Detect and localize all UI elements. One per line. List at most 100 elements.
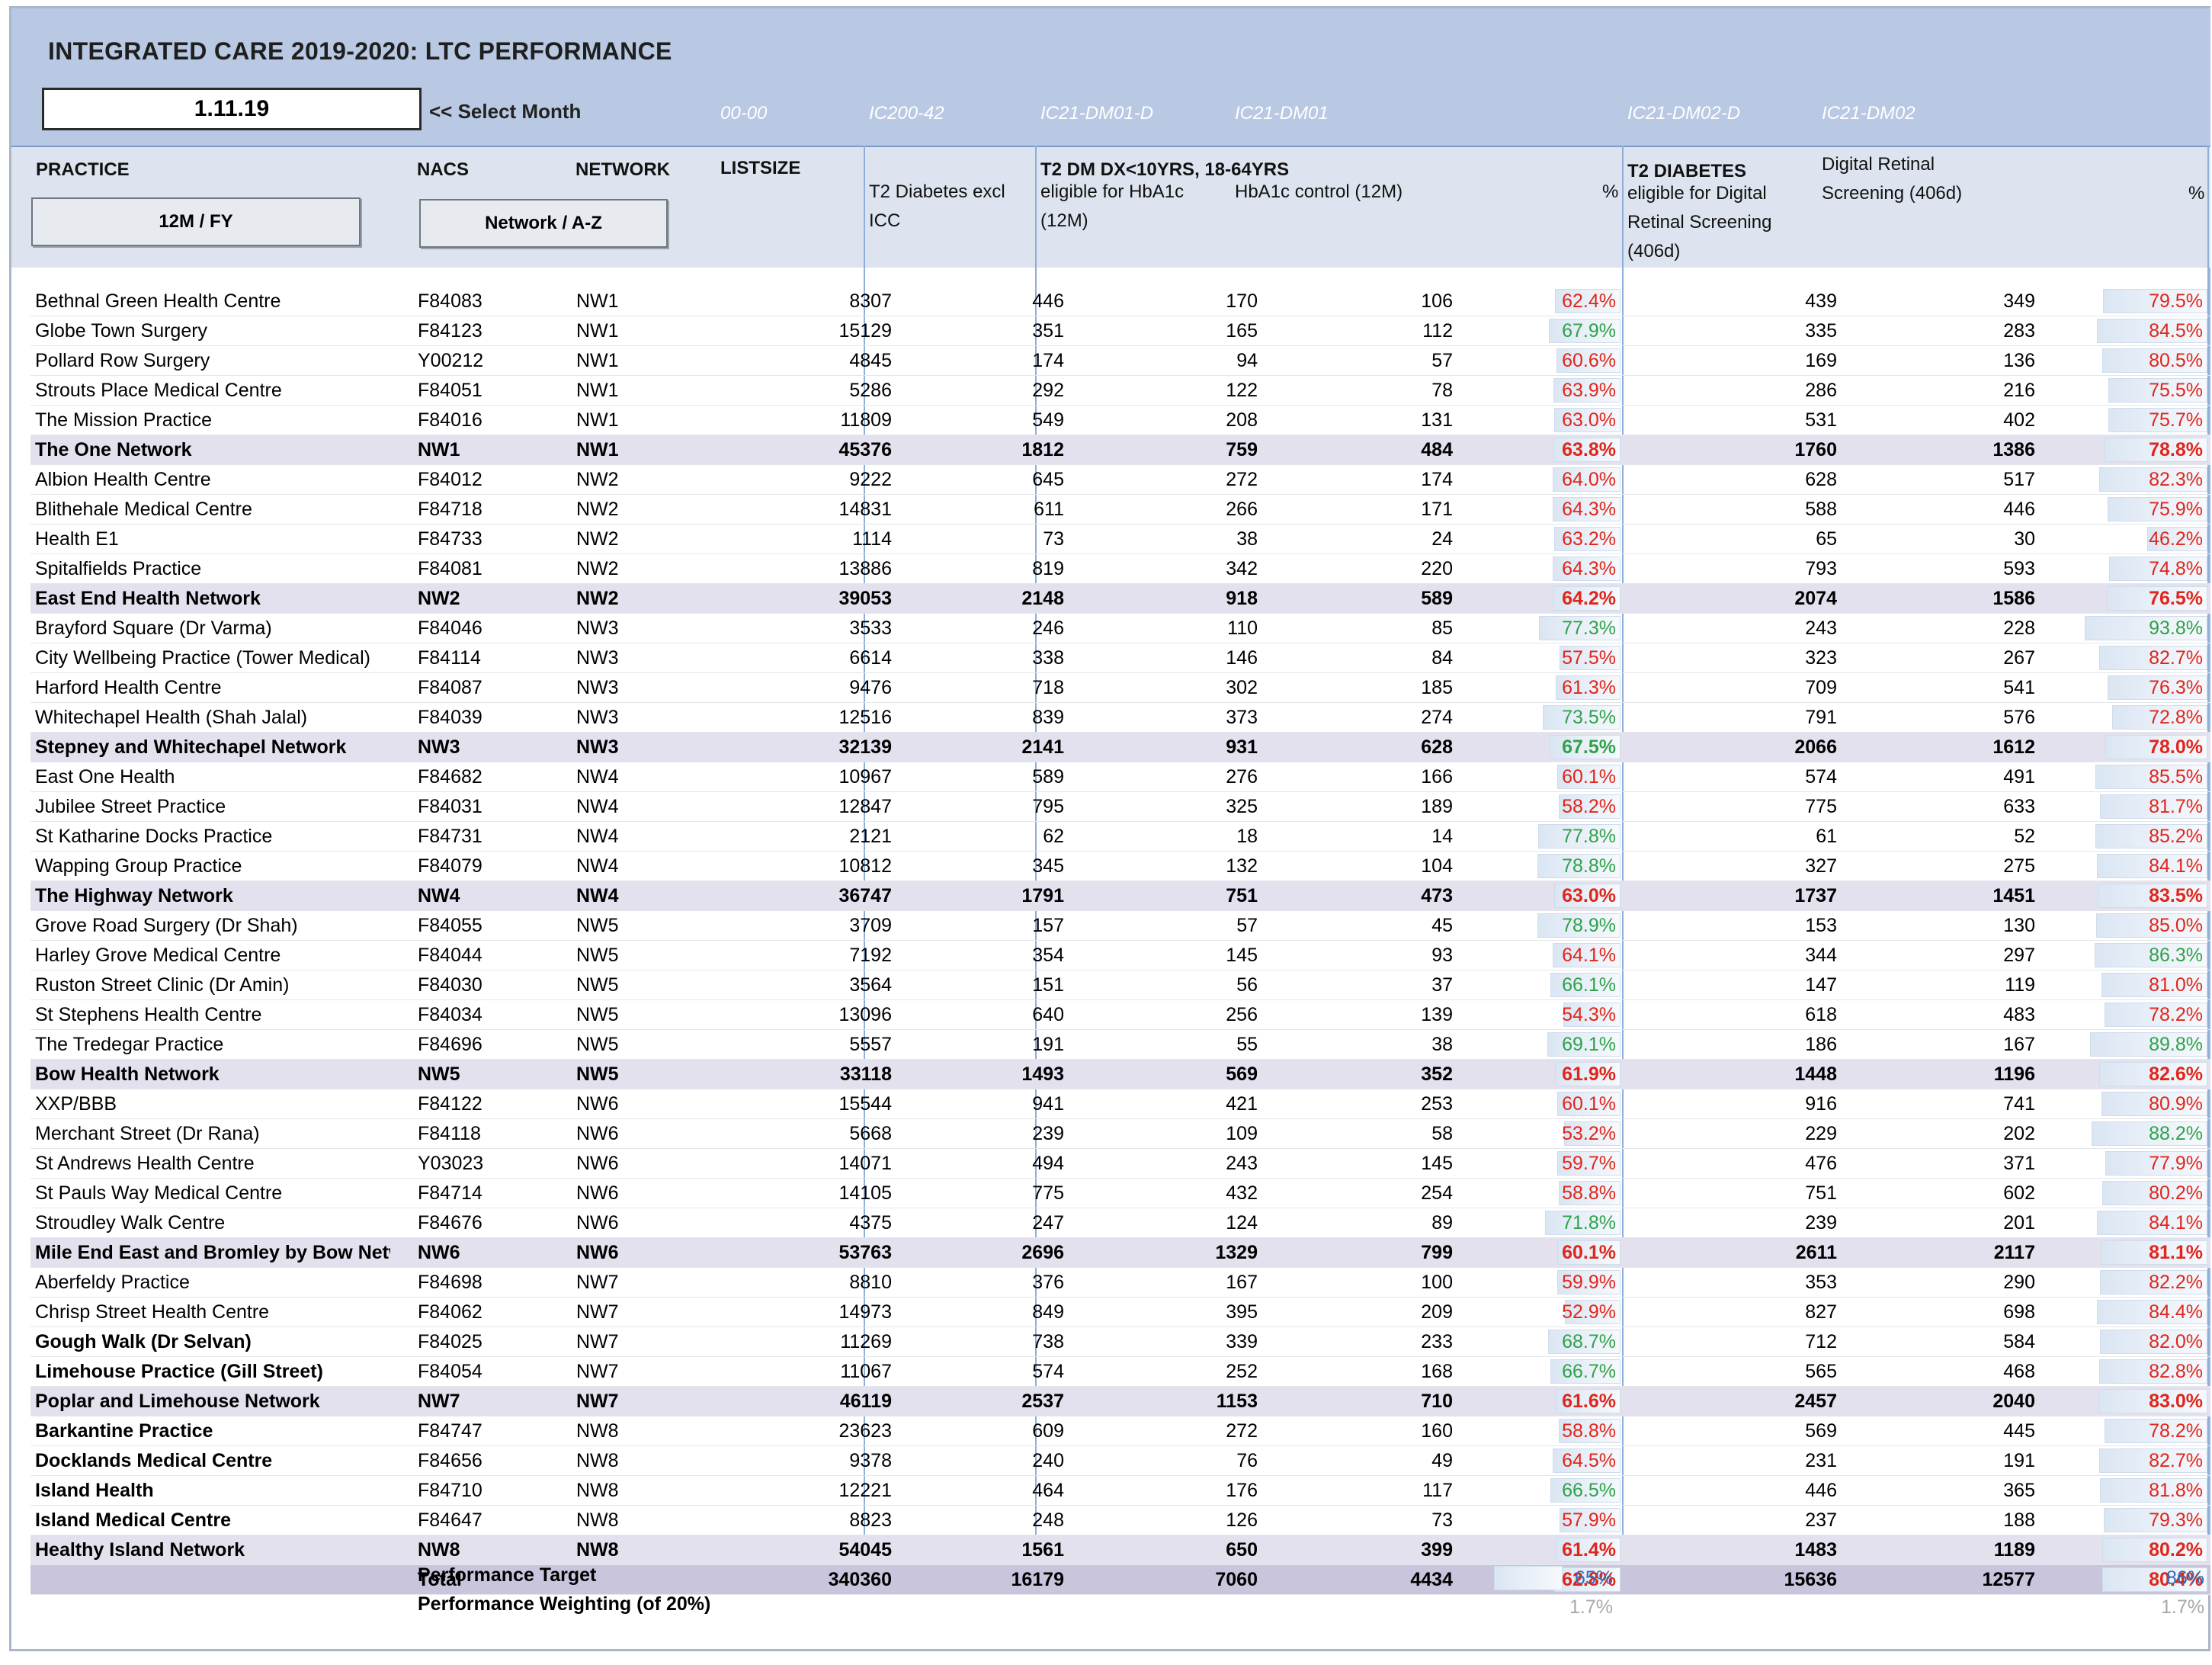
- practice-name: St Stephens Health Centre: [35, 1004, 262, 1025]
- table-row[interactable]: Strouts Place Medical Centre F84051 NW1 528…: [30, 376, 2210, 406]
- table-row[interactable]: Whitechapel Health (Shah Jalal) F84039 NW3…: [30, 703, 2210, 733]
- network-subtotal-row[interactable]: The Highway Network NW4 NW4 36747 1791 751 473…: [30, 881, 2210, 911]
- table-row[interactable]: St Pauls Way Medical Centre F84714 NW6 1410…: [30, 1179, 2210, 1208]
- drs-value: 2040: [1992, 1391, 2035, 1412]
- percent-cell: 80.9%: [2012, 1092, 2207, 1116]
- table-row[interactable]: East One Health F84682 NW4 10967 589 276 166 57…: [30, 762, 2210, 792]
- table-row[interactable]: Aberfeldy Practice F84698 NW7 8810 376 167 100…: [30, 1268, 2210, 1298]
- nacs-code: NW1: [418, 439, 460, 460]
- table-row[interactable]: Albion Health Centre F84012 NW2 9222 645 272 1…: [30, 465, 2210, 495]
- fy-toggle-button[interactable]: 12M / FY: [31, 197, 361, 246]
- data-bar: [2092, 1121, 2207, 1146]
- data-bar: [1553, 378, 1621, 403]
- network-subtotal-row[interactable]: Poplar and Limehouse Network NW7 NW7 46119 2…: [30, 1387, 2210, 1416]
- percent-cell: 61.6%: [1463, 1389, 1621, 1413]
- network-subtotal-row[interactable]: Healthy Island Network NW8 NW8 54045 1561 650…: [30, 1535, 2210, 1565]
- network-subtotal-row[interactable]: East End Health Network NW2 NW2 39053 2148 91…: [30, 584, 2210, 614]
- network-subtotal-row[interactable]: Bow Health Network NW5 NW5 33118 1493 569 352 1…: [30, 1060, 2210, 1089]
- percent-cell: 74.8%: [2012, 557, 2207, 581]
- table-row[interactable]: City Wellbeing Practice (Tower Medical) F…: [30, 643, 2210, 673]
- table-row[interactable]: Stroudley Walk Centre F84676 NW6 4375 247 124…: [30, 1208, 2210, 1238]
- table-row[interactable]: Ruston Street Clinic (Dr Amin) F84030 NW5 3…: [30, 970, 2210, 1000]
- network-subtotal-row[interactable]: Mile End East and Bromley by Bow Network…: [30, 1238, 2210, 1268]
- table-row[interactable]: Limehouse Practice (Gill Street) F84054 NW…: [30, 1357, 2210, 1387]
- target-bar-1: [1494, 1566, 1563, 1590]
- table-row[interactable]: Merchant Street (Dr Rana) F84118 NW6 5668 23…: [30, 1119, 2210, 1149]
- table-row[interactable]: Health E1 F84733 NW2 1114 73 38 24 65 30 63.2% 46.…: [30, 525, 2210, 554]
- drs-eligible-value: 588: [1805, 499, 1837, 520]
- table-row[interactable]: Spitalfields Practice F84081 NW2 13886 819 34…: [30, 554, 2210, 584]
- data-bar: [1550, 735, 1621, 759]
- table-row[interactable]: Chrisp Street Health Centre F84062 NW7 1497…: [30, 1298, 2210, 1327]
- table-row[interactable]: Blithehale Medical Centre F84718 NW2 14831 6…: [30, 495, 2210, 525]
- drs-value: 633: [2003, 796, 2035, 817]
- sort-network-button[interactable]: Network / A-Z: [419, 199, 668, 248]
- nacs-code: NW8: [418, 1539, 460, 1561]
- percent-cell: 75.9%: [2012, 497, 2207, 521]
- percent-cell: 80.4%: [2012, 1567, 2207, 1592]
- practice-name: XXP/BBB: [35, 1093, 117, 1115]
- percent-value: 63.2%: [1562, 528, 1616, 550]
- hba1c-control-value: 168: [1421, 1361, 1453, 1382]
- network-subtotal-row[interactable]: The One Network NW1 NW1 45376 1812 759 484 1760…: [30, 435, 2210, 465]
- drs-eligible-value: 446: [1805, 1480, 1837, 1501]
- table-row[interactable]: Island Health F84710 NW8 12221 464 176 117 446 3…: [30, 1476, 2210, 1506]
- network-code: NW8: [576, 1509, 619, 1531]
- nacs-code: F84123: [418, 320, 482, 342]
- table-row[interactable]: St Katharine Docks Practice F84731 NW4 2121…: [30, 822, 2210, 852]
- network-subtotal-row[interactable]: Stepney and Whitechapel Network NW3 NW3 321…: [30, 733, 2210, 762]
- practice-name: City Wellbeing Practice (Tower Medical): [35, 647, 370, 669]
- table-row[interactable]: Gough Walk (Dr Selvan) F84025 NW7 11269 738 3…: [30, 1327, 2210, 1357]
- table-row[interactable]: XXP/BBB F84122 NW6 15544 941 421 253 916 741 60.1…: [30, 1089, 2210, 1119]
- data-bar: [1550, 1478, 1621, 1503]
- table-row[interactable]: Globe Town Surgery F84123 NW1 15129 351 165 11…: [30, 316, 2210, 346]
- drs-value: 136: [2003, 350, 2035, 371]
- percent-value: 62.4%: [1562, 290, 1616, 312]
- weight-value-2: 1.7%: [2161, 1596, 2204, 1618]
- col-group-header-dm02: T2 DIABETES: [1627, 161, 1747, 181]
- table-row[interactable]: Island Medical Centre F84647 NW8 8823 248 126…: [30, 1506, 2210, 1535]
- table-row[interactable]: Grove Road Surgery (Dr Shah) F84055 NW5 370…: [30, 911, 2210, 941]
- drs-value: 517: [2003, 469, 2035, 490]
- hba1c-control-value: 100: [1421, 1272, 1453, 1293]
- percent-cell: 84.4%: [2012, 1300, 2207, 1324]
- data-bar: [1555, 289, 1621, 313]
- listsize-value: 7192: [849, 945, 892, 966]
- listsize-value: 11809: [840, 409, 892, 431]
- nacs-code: F84062: [418, 1301, 482, 1323]
- hba1c-control-value: 174: [1421, 469, 1453, 490]
- percent-cell: 62.8%: [1463, 1567, 1621, 1592]
- drs-value: 119: [2005, 974, 2035, 996]
- table-row[interactable]: Harley Grove Medical Centre F84044 NW5 7192…: [30, 941, 2210, 970]
- drs-value: 349: [2003, 290, 2035, 312]
- month-select-cell[interactable]: 1.11.19: [42, 88, 422, 130]
- practice-name: Spitalfields Practice: [35, 558, 202, 579]
- total-row[interactable]: Total 340360 16179 7060 4434 15636 12577 62.8% 8…: [30, 1565, 2210, 1595]
- hba1c-control-value: 14: [1431, 826, 1453, 847]
- drs-value: 2117: [1993, 1242, 2035, 1263]
- network-code: NW7: [576, 1301, 619, 1323]
- table-row[interactable]: The Tredegar Practice F84696 NW5 5557 191 55 3…: [30, 1030, 2210, 1060]
- nacs-code: F84698: [418, 1272, 482, 1293]
- percent-value: 80.4%: [2149, 1569, 2203, 1590]
- table-row[interactable]: St Stephens Health Centre F84034 NW5 13096 6…: [30, 1000, 2210, 1030]
- table-row[interactable]: Harford Health Centre F84087 NW3 9476 718 302…: [30, 673, 2210, 703]
- percent-value: 62.8%: [1562, 1569, 1616, 1590]
- percent-cell: 63.0%: [1463, 884, 1621, 908]
- drs-value: 741: [2003, 1093, 2035, 1115]
- table-row[interactable]: Jubilee Street Practice F84031 NW4 12847 795…: [30, 792, 2210, 822]
- percent-value: 58.2%: [1562, 796, 1616, 817]
- hba1c-control-value: 84: [1431, 647, 1453, 669]
- practice-name: Barkantine Practice: [35, 1420, 213, 1442]
- table-row[interactable]: Docklands Medical Centre F84656 NW8 9378 240…: [30, 1446, 2210, 1476]
- table-row[interactable]: Bethnal Green Health Centre F84083 NW1 8307…: [30, 287, 2210, 316]
- table-row[interactable]: Brayford Square (Dr Varma) F84046 NW3 3533 2…: [30, 614, 2210, 643]
- table-row[interactable]: Pollard Row Surgery Y00212 NW1 4845 174 94 57 1…: [30, 346, 2210, 376]
- table-row[interactable]: Wapping Group Practice F84079 NW4 10812 345 1…: [30, 852, 2210, 881]
- table-row[interactable]: St Andrews Health Centre Y03023 NW6 14071 49…: [30, 1149, 2210, 1179]
- table-row[interactable]: The Mission Practice F84016 NW1 11809 549 208…: [30, 406, 2210, 435]
- table-row[interactable]: Barkantine Practice F84747 NW8 23623 609 272 1…: [30, 1416, 2210, 1446]
- data-bar: [1563, 1003, 1621, 1027]
- practice-name: Limehouse Practice (Gill Street): [35, 1361, 323, 1382]
- hba1c-control-value: 73: [1431, 1509, 1453, 1531]
